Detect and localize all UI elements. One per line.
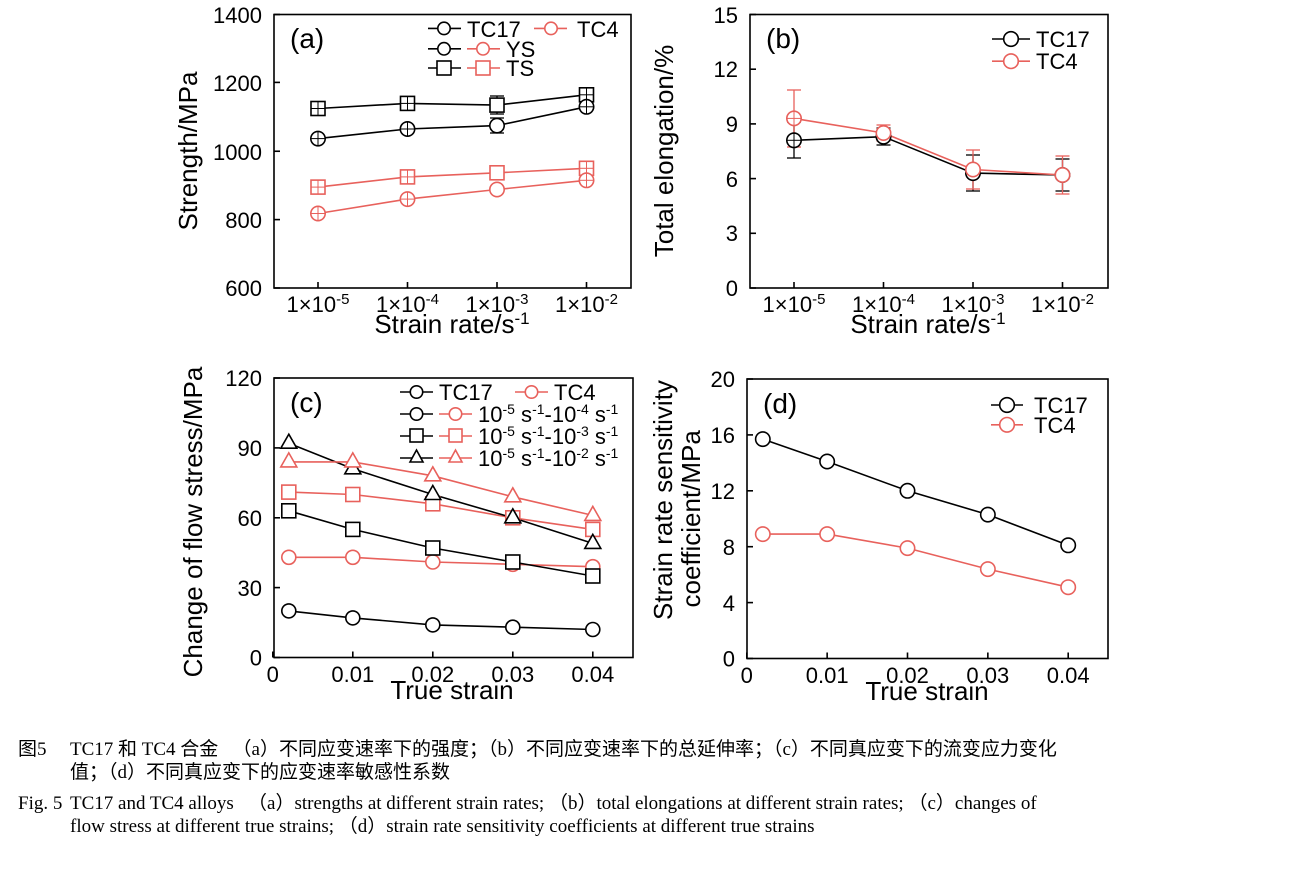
svg-text:Strain rate/s-1: Strain rate/s-1 (850, 309, 1005, 340)
svg-text:12: 12 (711, 479, 735, 504)
svg-text:Total elongation/%: Total elongation/% (649, 45, 679, 257)
svg-text:0: 0 (741, 663, 753, 688)
svg-text:TC4: TC4 (1034, 413, 1076, 438)
svg-text:1×10-2: 1×10-2 (555, 291, 618, 318)
svg-text:0: 0 (726, 276, 738, 301)
svg-text:12: 12 (714, 57, 738, 82)
svg-text:1400: 1400 (213, 3, 262, 28)
svg-text:120: 120 (225, 366, 262, 391)
svg-text:9: 9 (726, 112, 738, 137)
svg-text:TS: TS (506, 56, 534, 81)
svg-text:TC4: TC4 (1036, 49, 1078, 74)
svg-text:0: 0 (267, 662, 279, 687)
svg-text:Strength/MPa: Strength/MPa (173, 71, 203, 231)
svg-text:coefficient/MPa: coefficient/MPa (676, 430, 706, 608)
svg-text:20: 20 (711, 367, 735, 392)
svg-text:1200: 1200 (213, 71, 262, 96)
svg-text:3: 3 (726, 221, 738, 246)
svg-text:(a): (a) (290, 23, 324, 54)
svg-text:0.04: 0.04 (1047, 663, 1090, 688)
svg-text:1×10-2: 1×10-2 (1031, 291, 1094, 318)
svg-text:6: 6 (726, 167, 738, 192)
svg-text:8: 8 (723, 535, 735, 560)
svg-text:600: 600 (225, 276, 262, 301)
svg-text:(d): (d) (763, 388, 797, 419)
svg-text:30: 30 (238, 576, 262, 601)
svg-text:0.01: 0.01 (806, 663, 849, 688)
svg-text:16: 16 (711, 423, 735, 448)
svg-text:15: 15 (714, 3, 738, 28)
svg-text:0.01: 0.01 (331, 662, 374, 687)
svg-text:0.04: 0.04 (571, 662, 614, 687)
svg-text:Change of flow stress/MPa: Change of flow stress/MPa (178, 366, 208, 677)
svg-text:(c): (c) (290, 387, 323, 418)
svg-text:0: 0 (250, 646, 262, 671)
svg-text:800: 800 (225, 208, 262, 233)
svg-text:60: 60 (238, 506, 262, 531)
svg-text:0: 0 (723, 647, 735, 672)
svg-text:10-5 s-1-10-2 s-1: 10-5 s-1-10-2 s-1 (478, 445, 619, 471)
svg-text:Strain rate/s-1: Strain rate/s-1 (374, 309, 529, 340)
svg-text:4: 4 (723, 591, 735, 616)
svg-text:90: 90 (238, 436, 262, 461)
svg-text:True strain: True strain (390, 675, 513, 705)
svg-text:1000: 1000 (213, 140, 262, 165)
svg-text:True strain: True strain (865, 676, 988, 706)
svg-text:1×10-5: 1×10-5 (763, 291, 826, 318)
svg-text:(b): (b) (766, 23, 800, 54)
svg-text:TC4: TC4 (577, 17, 619, 42)
svg-text:1×10-5: 1×10-5 (287, 291, 350, 318)
svg-text:Strain rate sensitivity: Strain rate sensitivity (648, 380, 678, 620)
